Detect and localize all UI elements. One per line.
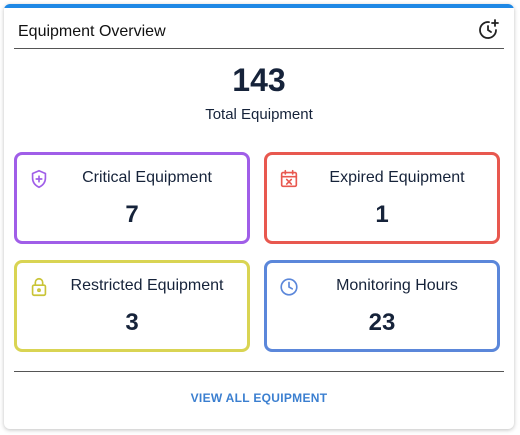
shield-plus-icon [28, 168, 50, 190]
expired-equipment-tile[interactable]: Expired Equipment 1 [264, 152, 500, 244]
tile-label: Restricted Equipment [70, 277, 224, 294]
monitoring-hours-tile[interactable]: Monitoring Hours 23 [264, 260, 500, 352]
tile-value: 23 [368, 309, 396, 336]
accent-bar [4, 4, 514, 8]
history-add-icon[interactable] [476, 18, 500, 42]
equipment-overview-card: Equipment Overview 143 Total Equipment C… [4, 4, 514, 429]
tile-label: Monitoring Hours [336, 277, 458, 294]
card-title: Equipment Overview [18, 23, 166, 40]
total-equipment-value: 143 [232, 62, 286, 98]
total-summary: 143 Total Equipment [4, 62, 514, 123]
footer-divider [14, 371, 504, 372]
tile-value: 3 [125, 309, 139, 336]
clock-icon [278, 276, 300, 298]
critical-equipment-tile[interactable]: Critical Equipment 7 [14, 152, 250, 244]
total-equipment-label: Total Equipment [205, 106, 313, 123]
restricted-equipment-tile[interactable]: Restricted Equipment 3 [14, 260, 250, 352]
calendar-x-icon [278, 168, 300, 190]
tile-label: Critical Equipment [82, 169, 212, 186]
tile-value: 1 [375, 201, 389, 228]
card-header: Equipment Overview [14, 14, 504, 49]
tile-value: 7 [125, 201, 139, 228]
tile-label: Expired Equipment [329, 169, 465, 186]
view-all-equipment-link[interactable]: VIEW ALL EQUIPMENT [190, 391, 328, 405]
lock-icon [28, 276, 50, 298]
